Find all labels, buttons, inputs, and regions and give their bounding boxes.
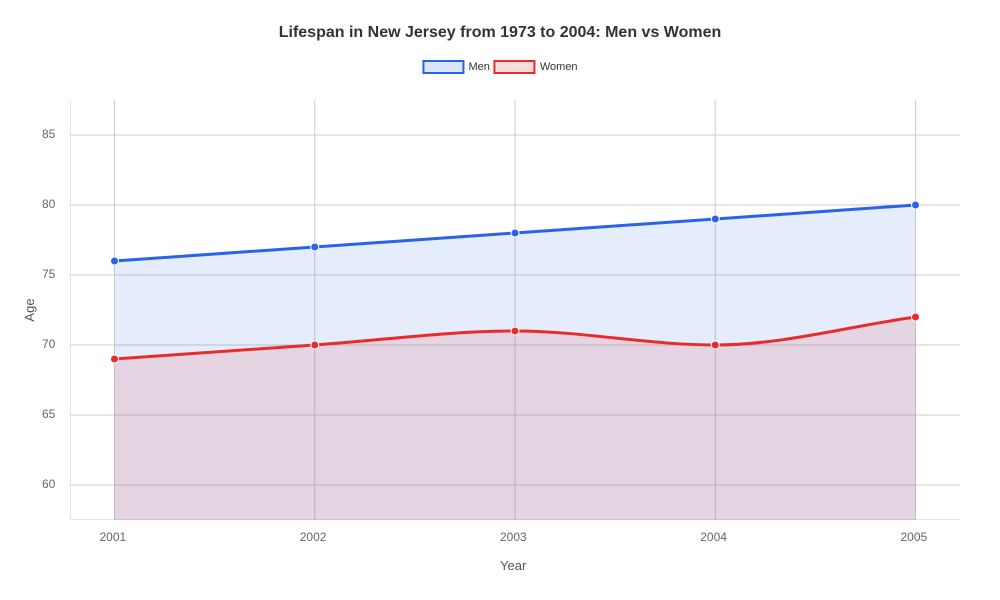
x-tick-label: 2003: [500, 530, 527, 544]
chart-svg: [70, 100, 960, 520]
legend: Men Women: [422, 60, 577, 74]
legend-label: Men: [468, 61, 489, 73]
x-tick-label: 2004: [700, 530, 727, 544]
x-tick-label: 2001: [100, 530, 127, 544]
chart-container: Lifespan in New Jersey from 1973 to 2004…: [0, 0, 1000, 600]
chart-title: Lifespan in New Jersey from 1973 to 2004…: [0, 24, 1000, 42]
legend-item: Men: [422, 60, 489, 74]
legend-swatch: [494, 60, 536, 74]
y-axis-label: Age: [22, 298, 37, 321]
x-axis-label: Year: [500, 558, 526, 573]
x-tick-label: 2002: [300, 530, 327, 544]
y-tick-label: 60: [42, 477, 55, 491]
x-tick-label: 2005: [901, 530, 928, 544]
y-tick-label: 85: [42, 127, 55, 141]
legend-label: Women: [540, 61, 578, 73]
plot-area: [70, 100, 960, 520]
legend-item: Women: [494, 60, 578, 74]
y-tick-label: 70: [42, 337, 55, 351]
y-tick-label: 80: [42, 197, 55, 211]
y-tick-label: 65: [42, 407, 55, 421]
legend-swatch: [422, 60, 464, 74]
y-tick-label: 75: [42, 267, 55, 281]
